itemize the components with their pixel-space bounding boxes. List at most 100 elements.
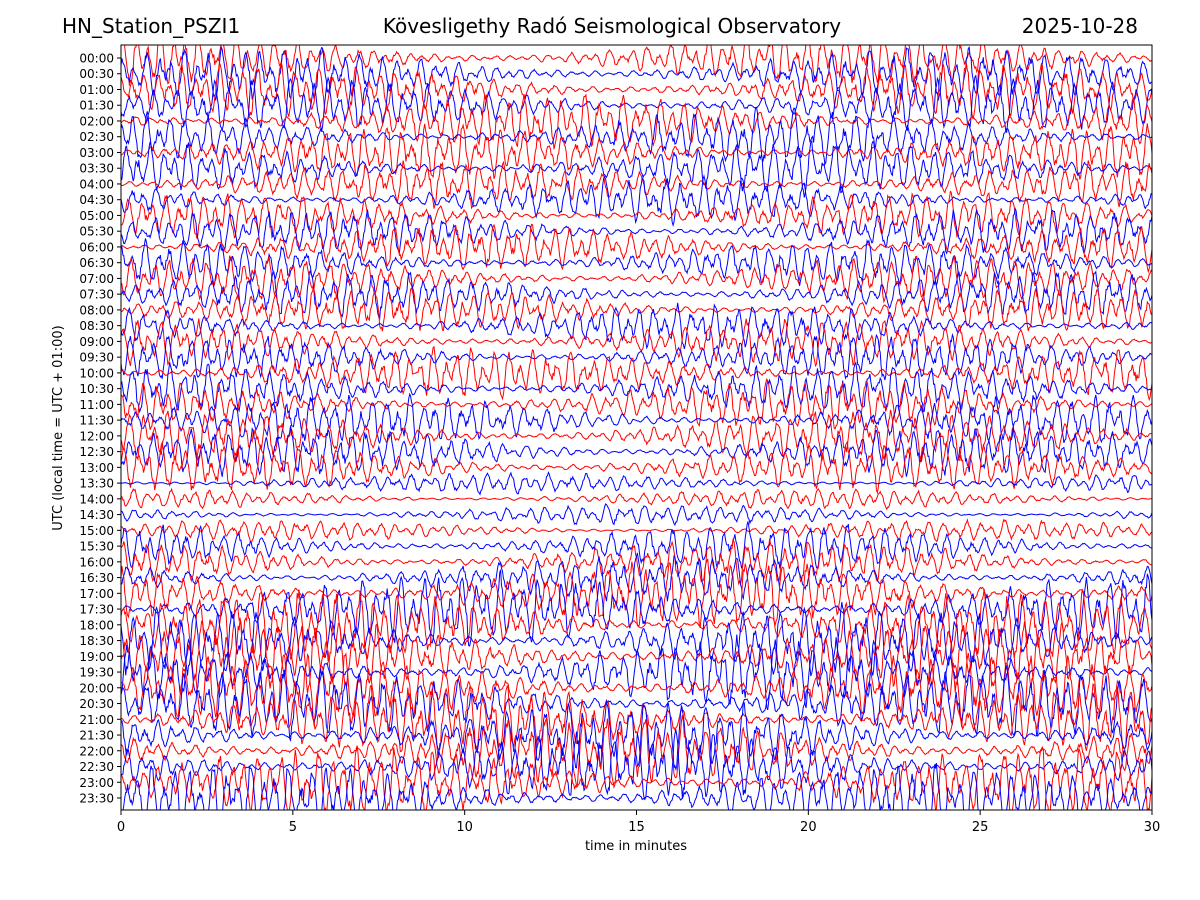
y-tick-label: 22:30 [79, 760, 114, 774]
y-axis-label: UTC (local time = UTC + 01:00) [51, 325, 66, 530]
x-axis: 0 5 10 15 20 25 30 [117, 810, 1160, 835]
y-tick-label: 18:30 [79, 634, 114, 648]
x-tick-label: 25 [972, 820, 989, 835]
trace-line-1630 [121, 552, 1152, 602]
y-tick-label: 13:30 [79, 477, 114, 491]
trace-line-1430 [121, 503, 1152, 527]
y-tick-label: 19:00 [79, 650, 114, 664]
trace-line-0800 [121, 287, 1152, 332]
trace-line-0600 [121, 223, 1152, 274]
y-tick-label: 09:30 [79, 351, 114, 365]
trace-line-1330 [121, 471, 1152, 496]
y-tick-label: 18:00 [79, 618, 114, 632]
y-tick-label: 06:30 [79, 256, 114, 270]
trace-line-0500 [121, 190, 1152, 239]
trace-line-2330 [122, 763, 1152, 810]
trace-line-0530 [121, 207, 1152, 255]
x-tick-label: 10 [456, 820, 473, 835]
trace-line-1230 [121, 425, 1152, 477]
trace-line-1400 [121, 487, 1152, 511]
trace-line-1030 [121, 360, 1152, 414]
x-tick-label: 5 [289, 820, 297, 835]
trace-line-0330 [121, 140, 1152, 198]
x-axis-label: time in minutes [585, 839, 687, 854]
y-tick-label: 23:30 [79, 792, 114, 806]
trace-line-1500 [121, 518, 1152, 543]
trace-line-0300 [121, 123, 1152, 180]
y-tick-label: 11:00 [79, 398, 114, 412]
y-tick-label: 19:30 [79, 666, 114, 680]
trace-line-2000 [121, 652, 1152, 728]
y-tick-label: 17:00 [79, 587, 114, 601]
y-tick-label: 15:00 [79, 524, 114, 538]
y-tick-label: 02:00 [79, 114, 114, 128]
observatory-title: Kövesligethy Radó Seismological Observat… [382, 14, 842, 38]
trace-group [121, 45, 1152, 810]
y-tick-label: 02:30 [79, 130, 114, 144]
y-tick-label: 05:30 [79, 225, 114, 239]
x-tick-label: 20 [800, 820, 817, 835]
y-tick-label: 03:30 [79, 162, 114, 176]
y-tick-label: 23:00 [79, 776, 114, 790]
plot-frame [120, 44, 1153, 811]
y-tick-label: 20:00 [79, 681, 114, 695]
trace-line-0900 [121, 318, 1152, 368]
y-tick-label: 20:30 [79, 697, 114, 711]
y-tick-label: 07:00 [79, 272, 114, 286]
y-tick-label: 10:30 [79, 382, 114, 396]
y-tick-label: 06:00 [79, 240, 114, 254]
x-tick-label: 0 [117, 820, 125, 835]
trace-line-2230 [121, 729, 1152, 801]
trace-line-1200 [121, 409, 1152, 462]
y-tick-label: 17:30 [79, 603, 114, 617]
trace-line-0430 [121, 174, 1152, 228]
y-tick-label: 12:30 [79, 445, 114, 459]
trace-line-0630 [121, 238, 1152, 287]
y-tick-label: 01:30 [79, 99, 114, 113]
trace-line-0700 [121, 255, 1152, 304]
y-tick-label: 11:30 [79, 414, 114, 428]
y-tick-label: 08:30 [79, 319, 114, 333]
trace-line-2100 [121, 683, 1152, 759]
y-tick-label: 08:00 [79, 303, 114, 317]
y-tick-label: 10:00 [79, 366, 114, 380]
trace-line-0000 [124, 45, 1152, 86]
y-tick-label: 04:00 [79, 177, 114, 191]
y-tick-label: 16:30 [79, 571, 114, 585]
trace-line-0830 [121, 302, 1152, 350]
y-tick-label: 00:00 [79, 52, 114, 66]
trace-line-1300 [121, 440, 1152, 495]
y-tick-label: 16:00 [79, 555, 114, 569]
y-tick-label: 05:00 [79, 209, 114, 223]
y-tick-label: 07:30 [79, 288, 114, 302]
trace-line-0400 [121, 160, 1152, 210]
trace-line-2300 [121, 745, 1152, 810]
y-tick-label: 09:00 [79, 335, 114, 349]
trace-line-0130 [121, 74, 1152, 134]
x-tick-label: 15 [628, 820, 645, 835]
y-tick-label: 21:00 [79, 713, 114, 727]
y-tick-label: 00:30 [79, 67, 114, 81]
trace-line-2200 [121, 714, 1152, 790]
trace-line-0200 [121, 93, 1152, 150]
station-title: HN_Station_PSZI1 [62, 14, 241, 38]
trace-line-1100 [121, 378, 1152, 430]
y-tick-label: 13:00 [79, 461, 114, 475]
trace-line-0730 [121, 270, 1152, 320]
y-tick-label: 01:00 [79, 83, 114, 97]
y-tick-label: 14:30 [79, 508, 114, 522]
y-tick-label: 22:00 [79, 744, 114, 758]
trace-line-1130 [121, 392, 1152, 447]
trace-line-1700 [121, 558, 1152, 628]
trace-line-2030 [121, 665, 1152, 742]
y-tick-label: 21:30 [79, 729, 114, 743]
y-tick-label: 03:00 [79, 146, 114, 160]
trace-line-1530 [121, 521, 1152, 570]
trace-line-1000 [121, 345, 1152, 402]
date-title: 2025-10-28 [1021, 14, 1138, 38]
y-tick-label: 15:30 [79, 540, 114, 554]
y-tick-label: 12:00 [79, 429, 114, 443]
y-tick-label: 14:00 [79, 492, 114, 506]
